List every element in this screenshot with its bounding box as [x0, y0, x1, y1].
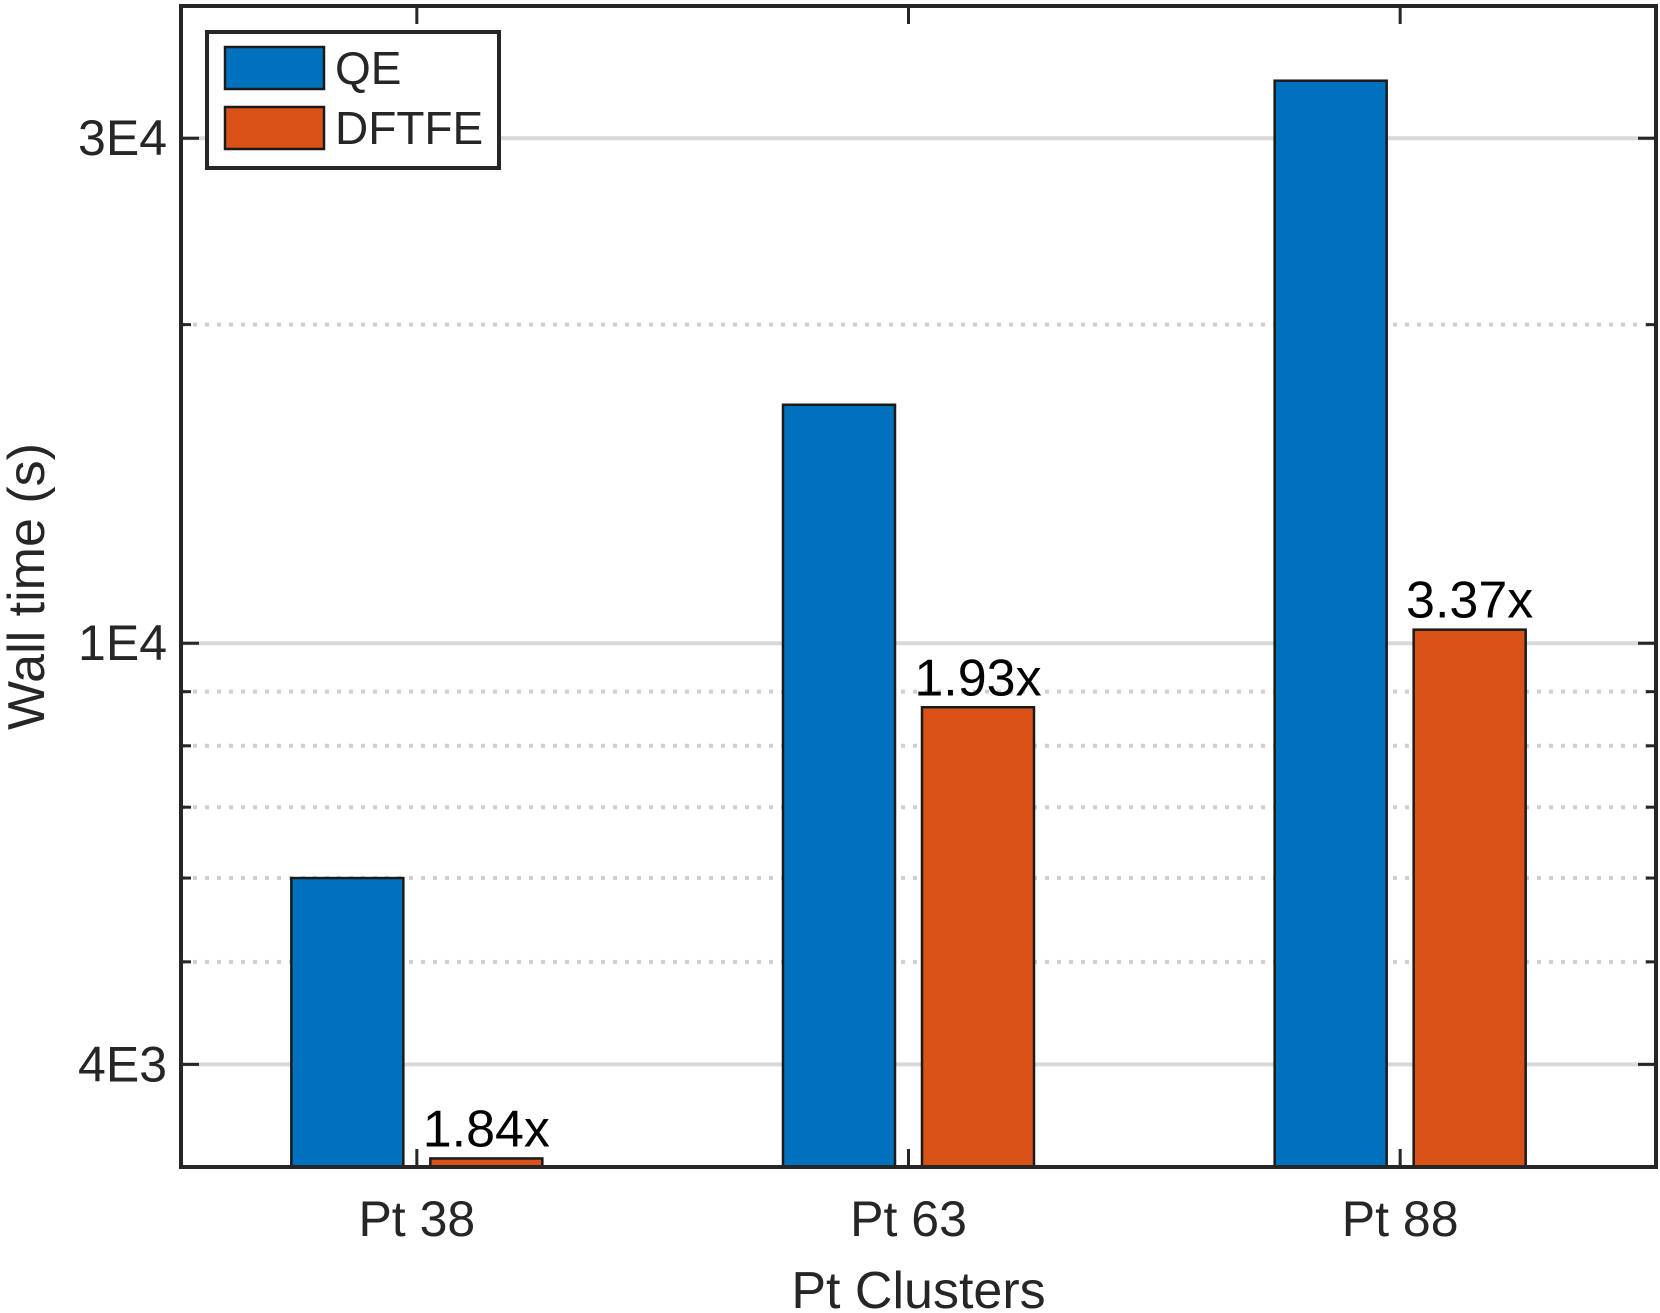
bar-qe-pt-38 [290, 876, 405, 1169]
frame-layer [179, 4, 1658, 1169]
x-tick-label: Pt 63 [850, 1191, 967, 1247]
x-axis-label: Pt Clusters [791, 1262, 1045, 1313]
bar-dftfe-pt-63 [920, 706, 1036, 1169]
y-axis-label: Wall time (s) [0, 443, 56, 730]
y-tick-label: 3E4 [78, 110, 167, 166]
bar-qe-pt-88 [1273, 79, 1388, 1169]
speedup-label: 1.84x [423, 1100, 550, 1158]
legend-swatch-qe [223, 45, 326, 91]
y-tick-label: 1E4 [78, 615, 167, 671]
bar-qe-pt-63 [781, 403, 897, 1169]
speedup-label: 1.93x [914, 649, 1041, 707]
x-tick-label: Pt 88 [1342, 1191, 1459, 1247]
axes-frame [179, 4, 1658, 1169]
speedup-label: 3.37x [1406, 572, 1533, 630]
legend-swatch-dftfe [223, 105, 326, 151]
legend-label-qe: QE [335, 42, 401, 94]
labels-layer: 4E3 1E4 3E4 Pt 38 Pt 63 Pt 88 1.84x 1.93x 3.37x [78, 110, 1533, 1247]
legend-label-dftfe: DFTFE [335, 102, 483, 154]
bar-dftfe-pt-88 [1412, 628, 1527, 1169]
x-tick-label: Pt 38 [358, 1191, 475, 1247]
bars-layer [290, 79, 1527, 1169]
y-tick-label: 4E3 [78, 1036, 167, 1092]
legend: QE DFTFE [205, 30, 501, 170]
